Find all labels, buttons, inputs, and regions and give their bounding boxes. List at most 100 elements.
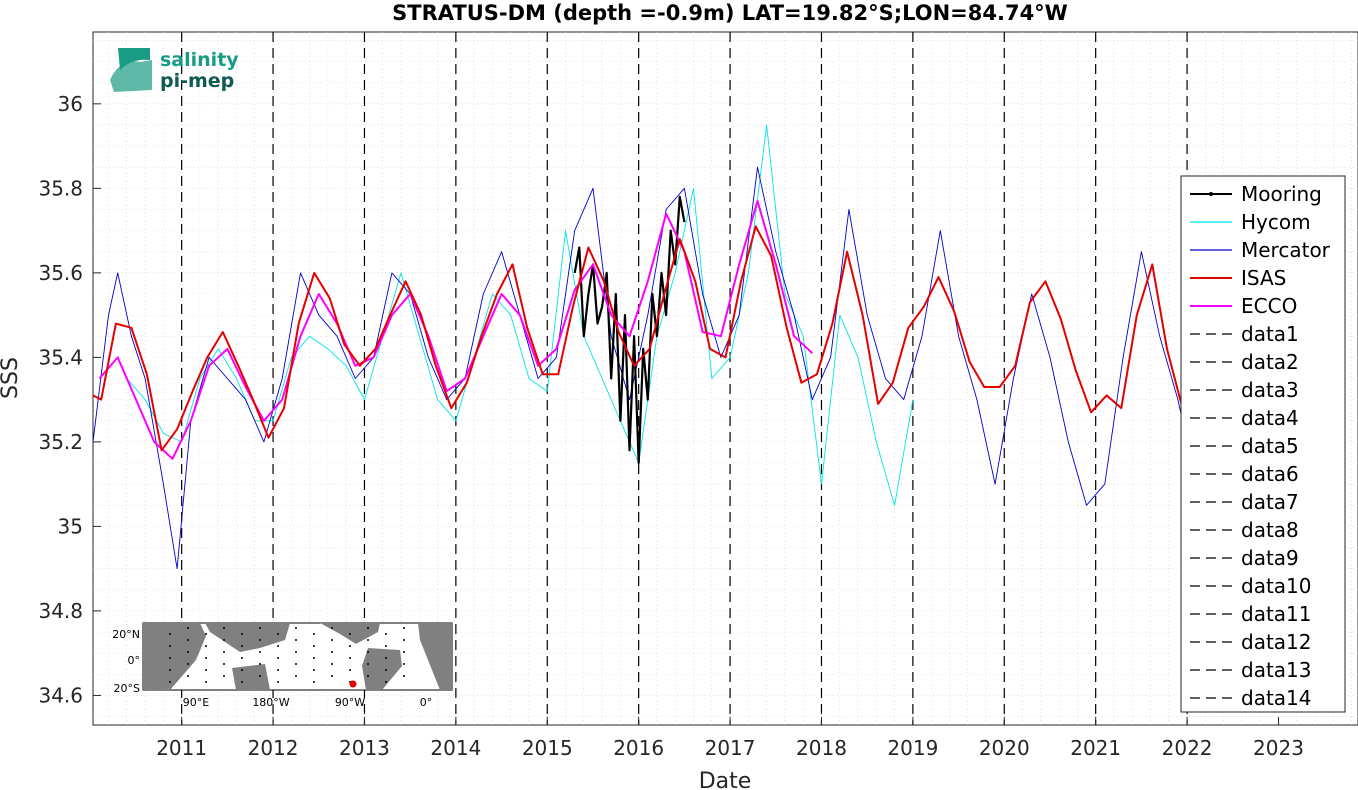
series-lines xyxy=(92,124,1188,570)
inset-mooring-dot xyxy=(223,651,225,653)
inset-land-south-america xyxy=(362,648,402,690)
inset-mooring-dot xyxy=(295,651,297,653)
inset-mooring-dot xyxy=(331,675,333,677)
legend-label: data3 xyxy=(1241,378,1299,402)
inset-lat-label: 0° xyxy=(128,654,141,667)
inset-mooring-dot xyxy=(277,681,279,683)
inset-mooring-dot xyxy=(223,627,225,629)
inset-mooring-dot xyxy=(205,633,207,635)
legend-label: data10 xyxy=(1241,574,1312,598)
legend-marker xyxy=(1209,192,1213,196)
inset-mooring-dot xyxy=(223,663,225,665)
y-tick-label: 36 xyxy=(58,92,83,116)
logo-text-salinity: salinity xyxy=(160,49,239,71)
y-axis-label: SSS xyxy=(0,357,23,399)
inset-mooring-dot xyxy=(169,669,171,671)
inset-mooring-dot xyxy=(259,639,261,641)
y-tick-label: 35.8 xyxy=(38,176,83,200)
x-tick-label: 2016 xyxy=(613,736,664,760)
inset-mooring-dot xyxy=(313,633,315,635)
legend-label: data12 xyxy=(1241,630,1312,654)
y-tick-label: 34.6 xyxy=(38,683,83,707)
inset-mooring-dot xyxy=(259,675,261,677)
x-tick-label: 2013 xyxy=(339,736,390,760)
inset-mooring-dot xyxy=(313,657,315,659)
inset-mooring-dot xyxy=(295,627,297,629)
inset-lon-label: 180°W xyxy=(252,696,289,709)
inset-land-asia xyxy=(205,623,290,652)
legend-label: data5 xyxy=(1241,434,1299,458)
legend-label: Mercator xyxy=(1241,238,1331,262)
x-axis-ticks: 2011 2012 2013 2014 2015 2016 2017 2018 2019 2020… xyxy=(156,717,1304,760)
inset-mooring-dot xyxy=(205,669,207,671)
inset-selected-mooring-marker xyxy=(349,680,357,688)
inset-mooring-dot xyxy=(169,657,171,659)
inset-lat-label: 20°S xyxy=(114,682,140,695)
inset-mooring-dot xyxy=(277,645,279,647)
inset-mooring-dot xyxy=(187,651,189,653)
legend-items: Mooring Hycom Mercator ISAS ECCO data1 data2 da… xyxy=(1190,182,1331,710)
x-axis-label: Date xyxy=(699,769,752,790)
salinity-pimep-logo: salinity pi-mep xyxy=(110,48,239,92)
inset-land-west-africa xyxy=(418,623,452,690)
legend-label: data1 xyxy=(1241,322,1299,346)
y-tick-label: 35.4 xyxy=(38,345,83,369)
inset-mooring-dot xyxy=(331,651,333,653)
legend-label: ECCO xyxy=(1241,294,1297,318)
legend-label: data11 xyxy=(1241,602,1312,626)
inset-mooring-dot xyxy=(385,681,387,683)
legend-label: data8 xyxy=(1241,518,1299,542)
x-tick-label: 2023 xyxy=(1253,736,1304,760)
legend-label: Mooring xyxy=(1241,182,1322,206)
inset-mooring-dot xyxy=(277,657,279,659)
inset-land-australia xyxy=(232,664,270,690)
legend-box xyxy=(1180,175,1346,713)
inset-mooring-dot xyxy=(403,663,405,665)
legend-label: Hycom xyxy=(1241,210,1311,234)
y-tick-label: 35.2 xyxy=(38,430,83,454)
inset-mooring-dot xyxy=(349,645,351,647)
inset-mooring-dot xyxy=(187,663,189,665)
inset-mooring-dot xyxy=(385,657,387,659)
inset-land-africa xyxy=(143,623,206,690)
inset-lon-label: 0° xyxy=(420,696,433,709)
y-axis-ticks: 34.6 34.8 35 35.2 35.4 35.6 35.8 36 xyxy=(38,92,101,707)
inset-mooring-dot xyxy=(403,627,405,629)
x-tick-label: 2021 xyxy=(1070,736,1121,760)
inset-map: 20°N 0° 20°S 90°E 180°W 90°W 0° xyxy=(112,622,453,709)
inset-mooring-dot xyxy=(277,669,279,671)
inset-mooring-dot xyxy=(349,657,351,659)
x-tick-label: 2015 xyxy=(522,736,573,760)
inset-mooring-dot xyxy=(295,639,297,641)
inset-mooring-dot xyxy=(385,633,387,635)
y-tick-label: 34.8 xyxy=(38,599,83,623)
inset-mooring-dot xyxy=(367,639,369,641)
legend-label: ISAS xyxy=(1241,266,1286,290)
x-tick-label: 2011 xyxy=(156,736,207,760)
inset-mooring-dot xyxy=(349,669,351,671)
legend-label: data7 xyxy=(1241,490,1299,514)
inset-mooring-dot xyxy=(241,669,243,671)
legend: Mooring Hycom Mercator ISAS ECCO data1 data2 da… xyxy=(1180,175,1346,713)
x-tick-label: 2019 xyxy=(887,736,938,760)
inset-mooring-dot xyxy=(313,681,315,683)
inset-mooring-dot xyxy=(367,651,369,653)
inset-mooring-dot xyxy=(385,669,387,671)
inset-mooring-dot xyxy=(241,657,243,659)
inset-mooring-dot xyxy=(169,645,171,647)
x-tick-label: 2014 xyxy=(430,736,481,760)
x-tick-label: 2018 xyxy=(796,736,847,760)
inset-mooring-dot xyxy=(277,633,279,635)
series-line-hycom xyxy=(126,124,914,506)
inset-lon-label: 90°W xyxy=(335,696,365,709)
x-tick-label: 2017 xyxy=(705,736,756,760)
inset-mooring-dot xyxy=(295,663,297,665)
inset-mooring-dot xyxy=(205,657,207,659)
grid xyxy=(93,32,1358,725)
inset-mooring-dot xyxy=(313,669,315,671)
inset-mooring-dot xyxy=(385,645,387,647)
inset-mooring-dot xyxy=(223,675,225,677)
legend-label: data13 xyxy=(1241,658,1312,682)
